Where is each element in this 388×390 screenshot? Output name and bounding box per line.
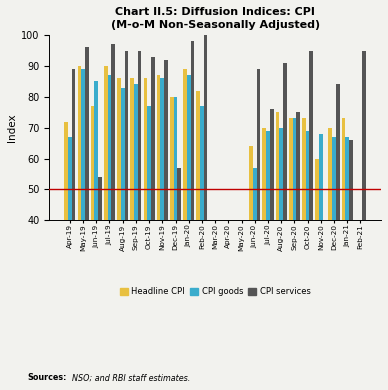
Bar xyxy=(85,48,88,344)
Legend: Headline CPI, CPI goods, CPI services: Headline CPI, CPI goods, CPI services xyxy=(116,284,314,300)
Bar xyxy=(151,57,155,344)
Bar xyxy=(275,112,279,344)
Bar xyxy=(81,69,85,344)
Bar xyxy=(174,97,177,344)
Bar xyxy=(270,109,274,344)
Bar xyxy=(183,69,187,344)
Bar xyxy=(204,35,208,344)
Bar xyxy=(196,90,200,344)
Bar xyxy=(117,78,121,344)
Bar xyxy=(329,128,332,344)
Bar xyxy=(289,119,293,344)
Bar xyxy=(306,131,310,344)
Bar xyxy=(302,119,306,344)
Bar xyxy=(107,75,111,344)
Bar xyxy=(164,60,168,344)
Bar xyxy=(170,97,174,344)
Bar xyxy=(345,137,349,344)
Bar xyxy=(362,51,366,344)
Title: Chart II.5: Diffusion Indices: CPI
(M-o-M Non-Seasonally Adjusted): Chart II.5: Diffusion Indices: CPI (M-o-… xyxy=(111,7,320,30)
Bar xyxy=(315,159,319,344)
Y-axis label: Index: Index xyxy=(7,113,17,142)
Bar xyxy=(78,66,81,344)
Bar xyxy=(68,137,72,344)
Bar xyxy=(336,85,340,344)
Bar xyxy=(310,51,313,344)
Bar xyxy=(125,51,128,344)
Bar xyxy=(191,41,194,344)
Bar xyxy=(296,112,300,344)
Bar xyxy=(349,140,353,344)
Bar xyxy=(319,134,323,344)
Bar xyxy=(94,82,98,344)
Bar xyxy=(64,122,68,344)
Bar xyxy=(256,69,260,344)
Bar xyxy=(157,75,161,344)
Bar xyxy=(332,137,336,344)
Bar xyxy=(104,66,107,344)
Bar xyxy=(72,69,75,344)
Bar xyxy=(177,168,181,344)
Bar xyxy=(144,78,147,344)
Bar xyxy=(98,177,102,344)
Bar xyxy=(134,85,138,344)
Bar xyxy=(293,119,296,344)
Bar xyxy=(200,106,204,344)
Bar xyxy=(262,128,266,344)
Bar xyxy=(130,78,134,344)
Bar xyxy=(266,131,270,344)
Bar xyxy=(249,146,253,344)
Bar xyxy=(283,63,287,344)
Bar xyxy=(253,168,256,344)
Bar xyxy=(111,44,115,344)
Bar xyxy=(342,119,345,344)
Bar xyxy=(161,78,164,344)
Text: NSO; and RBI staff estimates.: NSO; and RBI staff estimates. xyxy=(72,373,190,382)
Bar xyxy=(187,75,191,344)
Text: Sources:: Sources: xyxy=(27,373,66,382)
Bar xyxy=(147,106,151,344)
Bar xyxy=(138,51,142,344)
Bar xyxy=(91,106,94,344)
Bar xyxy=(121,88,125,344)
Bar xyxy=(279,128,283,344)
